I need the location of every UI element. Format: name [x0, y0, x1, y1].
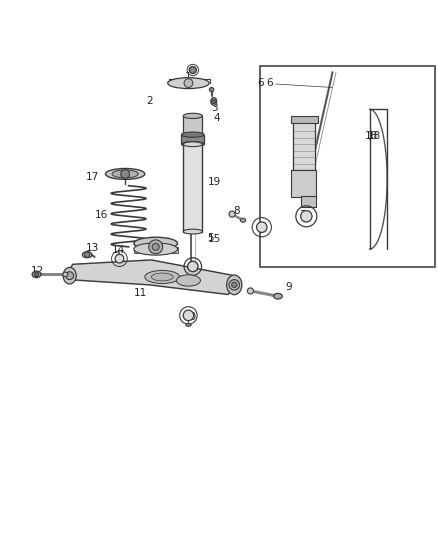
Circle shape	[209, 87, 214, 92]
Ellipse shape	[183, 229, 202, 234]
Text: 2: 2	[146, 95, 152, 106]
Ellipse shape	[226, 275, 242, 295]
Text: 6: 6	[266, 78, 272, 88]
Ellipse shape	[134, 237, 177, 249]
Circle shape	[232, 282, 237, 287]
Text: 16: 16	[95, 210, 108, 220]
Circle shape	[183, 310, 194, 321]
Ellipse shape	[82, 252, 92, 258]
Text: 14: 14	[112, 245, 125, 255]
Ellipse shape	[274, 293, 283, 299]
Text: 5: 5	[207, 233, 214, 243]
Text: 15: 15	[208, 235, 221, 245]
Ellipse shape	[177, 275, 201, 286]
Ellipse shape	[145, 270, 180, 284]
Circle shape	[34, 272, 39, 277]
Circle shape	[300, 211, 312, 222]
Ellipse shape	[181, 142, 204, 147]
Bar	[291, 171, 316, 197]
Ellipse shape	[186, 324, 191, 326]
Ellipse shape	[183, 142, 202, 147]
Bar	[183, 116, 202, 140]
Circle shape	[152, 244, 159, 251]
Ellipse shape	[183, 113, 202, 118]
Bar	[183, 144, 202, 231]
Circle shape	[121, 169, 130, 179]
Polygon shape	[293, 123, 315, 171]
Text: 19: 19	[208, 177, 221, 187]
Ellipse shape	[112, 170, 138, 178]
Circle shape	[189, 67, 196, 74]
Text: 6: 6	[257, 78, 264, 88]
Polygon shape	[68, 260, 239, 294]
Circle shape	[85, 252, 90, 257]
Circle shape	[257, 222, 267, 232]
Text: 10: 10	[184, 312, 197, 322]
Text: 18: 18	[367, 131, 381, 141]
Ellipse shape	[181, 132, 204, 138]
Bar	[134, 247, 177, 253]
Text: 17: 17	[86, 172, 99, 182]
Circle shape	[149, 240, 162, 254]
Circle shape	[247, 288, 254, 294]
Circle shape	[115, 254, 124, 263]
Circle shape	[229, 211, 235, 217]
Text: 3: 3	[211, 103, 218, 114]
Ellipse shape	[168, 78, 209, 88]
Bar	[301, 196, 316, 207]
Text: 1: 1	[185, 71, 192, 82]
Bar	[181, 135, 204, 144]
Text: 12: 12	[31, 266, 44, 276]
Ellipse shape	[63, 272, 68, 277]
Ellipse shape	[106, 168, 145, 180]
Text: 13: 13	[86, 243, 99, 253]
Text: 11: 11	[134, 288, 147, 298]
Text: 9: 9	[286, 282, 292, 292]
Ellipse shape	[211, 98, 217, 106]
Circle shape	[212, 99, 216, 103]
Ellipse shape	[32, 271, 41, 278]
Text: 4: 4	[213, 113, 220, 123]
Ellipse shape	[63, 268, 76, 284]
Ellipse shape	[183, 138, 202, 142]
Circle shape	[229, 280, 240, 290]
Text: 7: 7	[299, 210, 305, 220]
Ellipse shape	[240, 218, 246, 222]
Bar	[261, 66, 435, 266]
Text: 18: 18	[365, 131, 378, 141]
Text: 8: 8	[233, 206, 240, 216]
Circle shape	[187, 261, 198, 272]
Text: 20: 20	[182, 142, 195, 152]
Circle shape	[66, 272, 74, 280]
Ellipse shape	[151, 273, 173, 281]
Circle shape	[184, 79, 193, 87]
Bar	[290, 116, 318, 123]
Ellipse shape	[134, 243, 177, 255]
